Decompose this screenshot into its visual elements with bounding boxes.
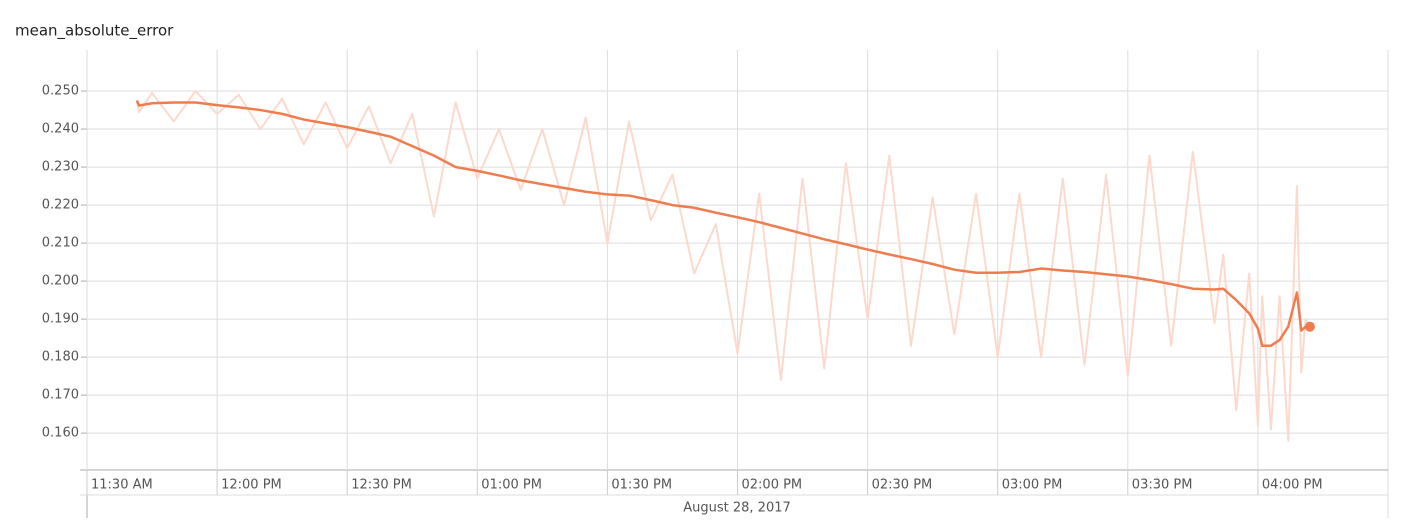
x-tick-label: 01:00 PM: [481, 478, 542, 493]
x-tick-label: 03:30 PM: [1132, 478, 1193, 493]
series-line: [135, 90, 1311, 442]
x-tick-label: 04:00 PM: [1262, 478, 1323, 493]
y-tick-label: 0.210: [42, 236, 79, 251]
y-tick-label: 0.240: [42, 122, 79, 137]
chart-title: mean_absolute_error: [15, 22, 174, 41]
y-tick-label: 0.170: [42, 388, 79, 403]
series-line: [135, 100, 1310, 347]
x-tick-label: 02:30 PM: [872, 478, 933, 493]
x-tick-label: 12:30 PM: [351, 478, 412, 493]
y-tick-label: 0.220: [42, 198, 79, 213]
y-tick-label: 0.250: [42, 84, 79, 99]
x-tick-label: 03:00 PM: [1002, 478, 1063, 493]
x-tick-label: 11:30 AM: [91, 478, 153, 493]
y-tick-label: 0.190: [42, 312, 79, 327]
y-tick-label: 0.230: [42, 160, 79, 175]
x-tick-label: 12:00 PM: [221, 478, 282, 493]
x-tick-label: 01:30 PM: [611, 478, 672, 493]
x-tick-label: 02:00 PM: [742, 478, 803, 493]
last-point: [1304, 321, 1315, 332]
x-axis-label: August 28, 2017: [683, 501, 791, 516]
y-tick-label: 0.160: [42, 426, 79, 441]
y-tick-label: 0.200: [42, 274, 79, 289]
y-tick-label: 0.180: [42, 350, 79, 365]
